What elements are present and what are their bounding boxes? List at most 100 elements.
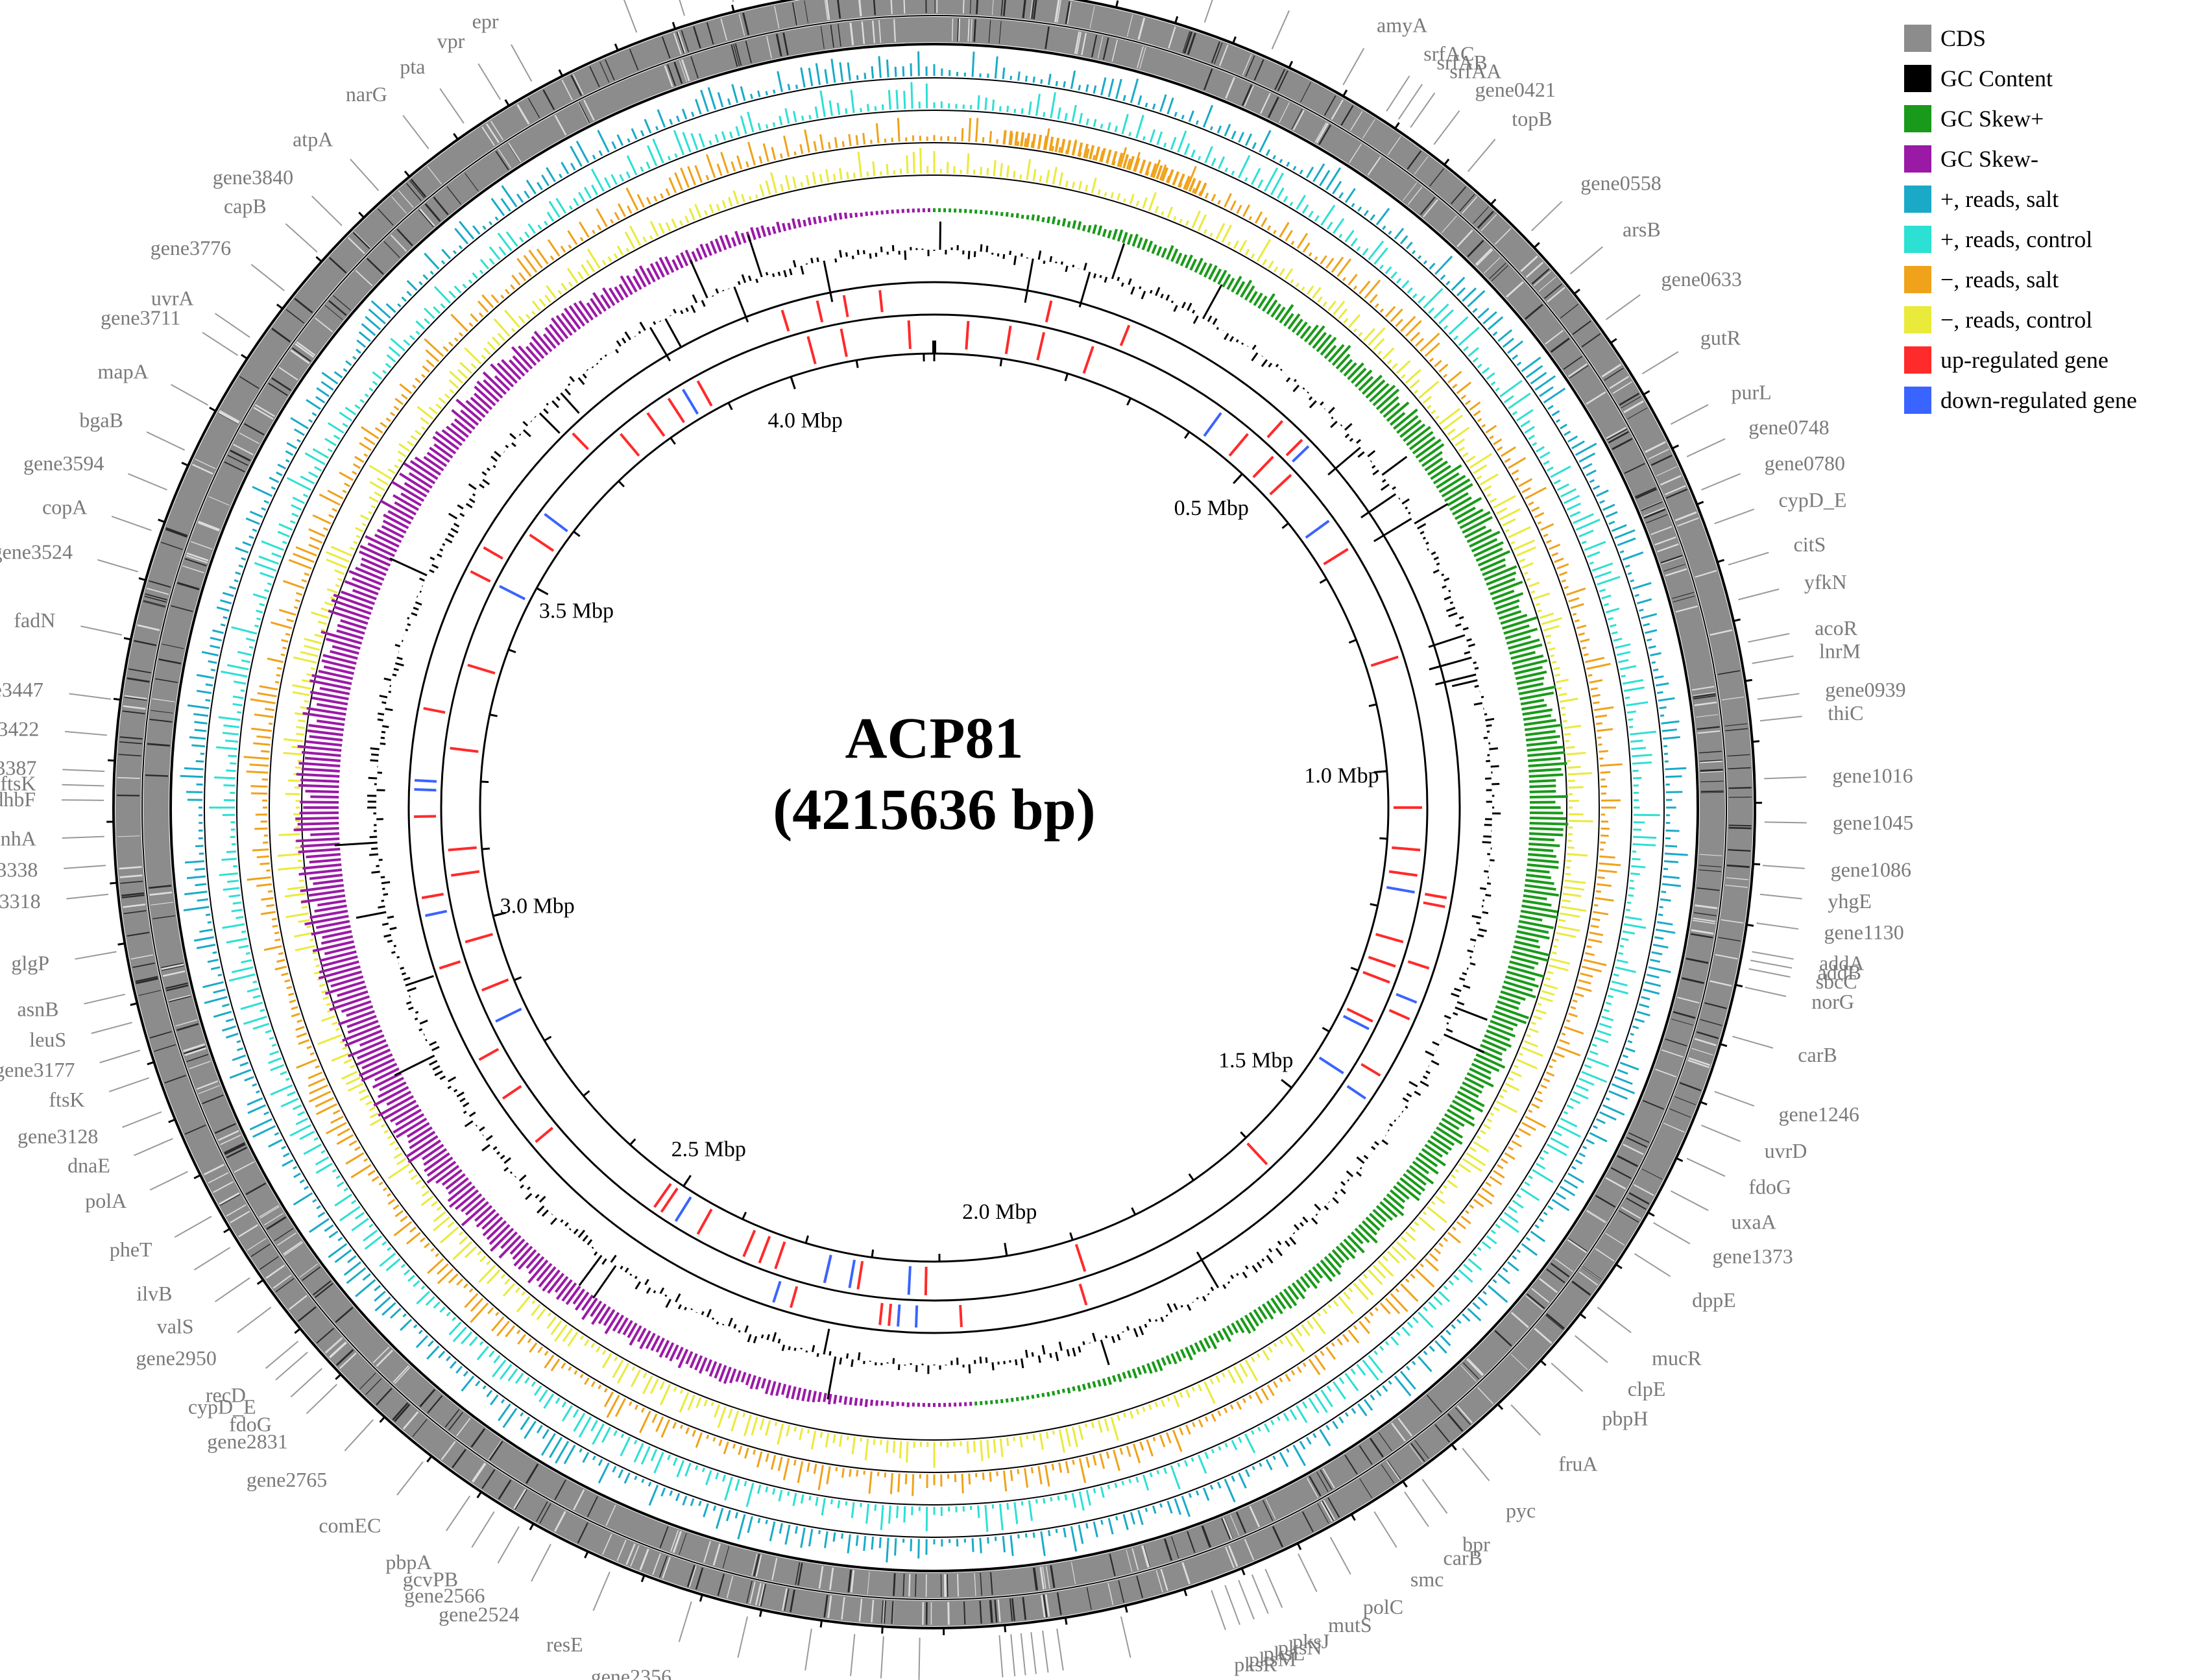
read-bar [1221, 1372, 1226, 1378]
gc-content-bar [380, 742, 386, 745]
gc-content-bar [1268, 363, 1273, 368]
read-bar [800, 1494, 804, 1504]
read-bar [1166, 1500, 1173, 1514]
read-bar [1221, 224, 1232, 243]
gc-content-bar [389, 557, 428, 577]
read-bar [194, 728, 207, 732]
read-bar [1516, 409, 1534, 422]
read-bar [497, 232, 513, 252]
read-bar [690, 1498, 695, 1507]
read-bar [300, 706, 308, 710]
cds-feature [1728, 848, 1751, 852]
cds-feature [1547, 287, 1565, 303]
cds-feature [1510, 1312, 1529, 1328]
gc-content-bar [1357, 451, 1365, 458]
read-bar [875, 123, 880, 143]
read-bar [1418, 380, 1440, 399]
gc-skew-bar [1528, 843, 1560, 847]
read-bar [1422, 396, 1432, 404]
cds-feature [376, 1388, 393, 1406]
gc-content-bar [1043, 260, 1046, 264]
cds-feature [1265, 1498, 1276, 1520]
gc-skew-bar [1226, 1325, 1234, 1336]
read-bar [797, 1461, 804, 1483]
read-bar [367, 1170, 376, 1176]
down-regulated-mark [1203, 412, 1222, 437]
read-bar [1035, 93, 1041, 116]
read-bar [1549, 1064, 1553, 1069]
gc-skew-bar [1335, 1245, 1350, 1261]
cds-feature [1695, 570, 1717, 578]
gc-skew-bar [1354, 1227, 1370, 1243]
read-bar [276, 674, 281, 677]
cds-feature [1317, 1503, 1329, 1524]
read-bar [1545, 1071, 1555, 1077]
gc-skew-bar [1528, 767, 1562, 773]
gc-content-bar [411, 612, 418, 616]
cds-feature [570, 75, 583, 96]
read-bar [278, 866, 303, 871]
gc-skew-bar [823, 1393, 827, 1402]
read-bar [560, 245, 566, 253]
read-bar [1434, 415, 1440, 420]
read-bar [282, 1152, 290, 1158]
cds-feature [828, 1567, 834, 1590]
read-bar [1556, 483, 1569, 491]
read-bar [1665, 767, 1687, 771]
read-bar [227, 880, 239, 883]
gc-skew-bar [542, 333, 557, 349]
cds-feature [974, 1573, 976, 1596]
gene-label: uxaA [1732, 1210, 1776, 1234]
read-bar [276, 667, 282, 670]
read-bar [740, 86, 746, 101]
read-bar [993, 1439, 997, 1454]
read-bar [272, 924, 278, 928]
gc-skew-bar [435, 431, 460, 451]
gc-skew-bar [1526, 868, 1550, 874]
cds-feature [1031, 0, 1035, 19]
read-bar [1424, 1258, 1439, 1272]
gc-skew-bar [1501, 985, 1536, 999]
gc-content-bar [624, 1267, 629, 1273]
read-bar [440, 303, 446, 309]
gc-content-bar [823, 1328, 830, 1355]
gc-skew-bar [302, 712, 346, 721]
gc-skew-bar [1283, 1288, 1298, 1306]
gc-skew-bar [659, 1339, 670, 1358]
cds-feature [1693, 693, 1716, 698]
read-bar [374, 1296, 391, 1312]
gc-content-bar [1485, 894, 1492, 897]
read-bar [1553, 479, 1562, 485]
gene-label: fadN [14, 608, 55, 632]
gc-skew-bar [875, 211, 879, 215]
read-bar [1128, 156, 1135, 171]
read-bar [1564, 886, 1585, 891]
read-bar [1628, 725, 1634, 728]
read-bar [559, 173, 563, 178]
read-bar [1530, 372, 1547, 385]
cds-feature [1359, 1478, 1373, 1498]
read-bar [1092, 154, 1096, 161]
read-bar [644, 119, 652, 134]
read-bar [499, 1363, 513, 1380]
gc-skew-bar [1514, 666, 1543, 675]
up-regulated-mark [451, 870, 480, 877]
read-bar [276, 471, 283, 477]
read-bar [1451, 1226, 1456, 1231]
read-bar [1130, 78, 1139, 103]
read-bar [567, 1332, 579, 1347]
read-bar [300, 475, 315, 485]
gc-content-bar [1165, 294, 1170, 301]
read-bar [721, 200, 727, 209]
read-bar [1489, 435, 1494, 440]
read-bar [1593, 911, 1609, 916]
scale-label: 0.5 Mbp [1174, 496, 1249, 520]
gc-content-bar [1148, 1318, 1152, 1323]
read-bar [1058, 1462, 1063, 1473]
gene-leader-line [1251, 1574, 1269, 1614]
read-bar [430, 1247, 435, 1252]
read-bar [479, 1255, 487, 1263]
read-bar [491, 1316, 505, 1332]
read-bar [1521, 356, 1541, 372]
read-bar [592, 230, 596, 234]
